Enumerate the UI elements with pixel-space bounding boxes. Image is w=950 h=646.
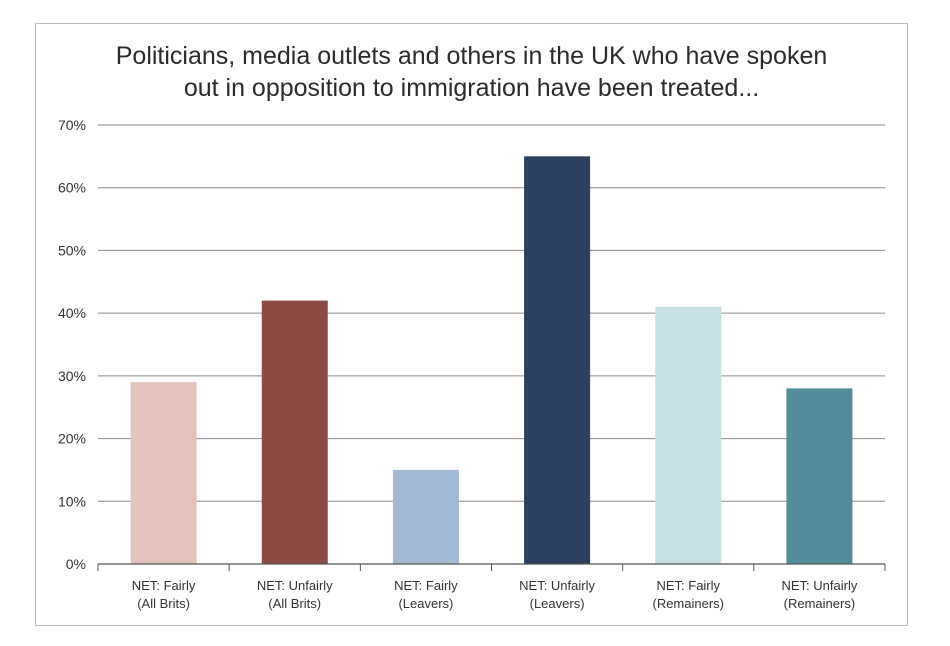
y-tick-label: 60% <box>58 180 86 196</box>
x-tick-label: (Leavers) <box>530 596 585 611</box>
x-tick-label: (Remainers) <box>784 596 856 611</box>
bar-4 <box>524 156 591 564</box>
bar-2 <box>261 300 328 564</box>
y-tick-label: 50% <box>58 242 86 258</box>
x-tick-label: NET: Unfairly <box>519 578 595 593</box>
x-axis <box>97 563 886 571</box>
y-tick-label: 40% <box>58 305 86 321</box>
chart-title-line-1: Politicians, media outlets and others in… <box>115 42 828 70</box>
chart-title: Politicians, media outlets and others in… <box>35 40 908 104</box>
x-tick-label: (All Brits) <box>137 596 190 611</box>
chart-title-line-2: out in opposition to immigration have be… <box>183 74 760 102</box>
bar-1 <box>130 382 197 564</box>
y-tick-label: 30% <box>58 368 86 384</box>
bar-6 <box>786 388 853 564</box>
x-tick-label: NET: Fairly <box>132 578 196 593</box>
x-tick-label: (All Brits) <box>268 596 321 611</box>
x-tick-label: NET: Unfairly <box>257 578 333 593</box>
y-axis-ticks: 0% 10% 20% 30% 40% 50% 60% 70% <box>58 117 86 572</box>
x-tick-label: NET: Fairly <box>656 578 720 593</box>
y-tick-label: 70% <box>58 117 86 133</box>
x-tick-label: (Leavers) <box>398 596 453 611</box>
gridlines <box>98 124 885 502</box>
bar-3 <box>392 469 459 564</box>
bars <box>130 156 853 564</box>
y-tick-label: 20% <box>58 431 86 447</box>
x-tick-label: NET: Fairly <box>394 578 458 593</box>
x-tick-label: NET: Unfairly <box>781 578 857 593</box>
y-tick-label: 0% <box>66 556 86 572</box>
x-tick-label: (Remainers) <box>652 596 724 611</box>
y-tick-label: 10% <box>58 493 86 509</box>
bar-5 <box>655 306 722 564</box>
x-axis-labels: NET: Fairly (All Brits) NET: Unfairly (All … <box>132 578 858 611</box>
